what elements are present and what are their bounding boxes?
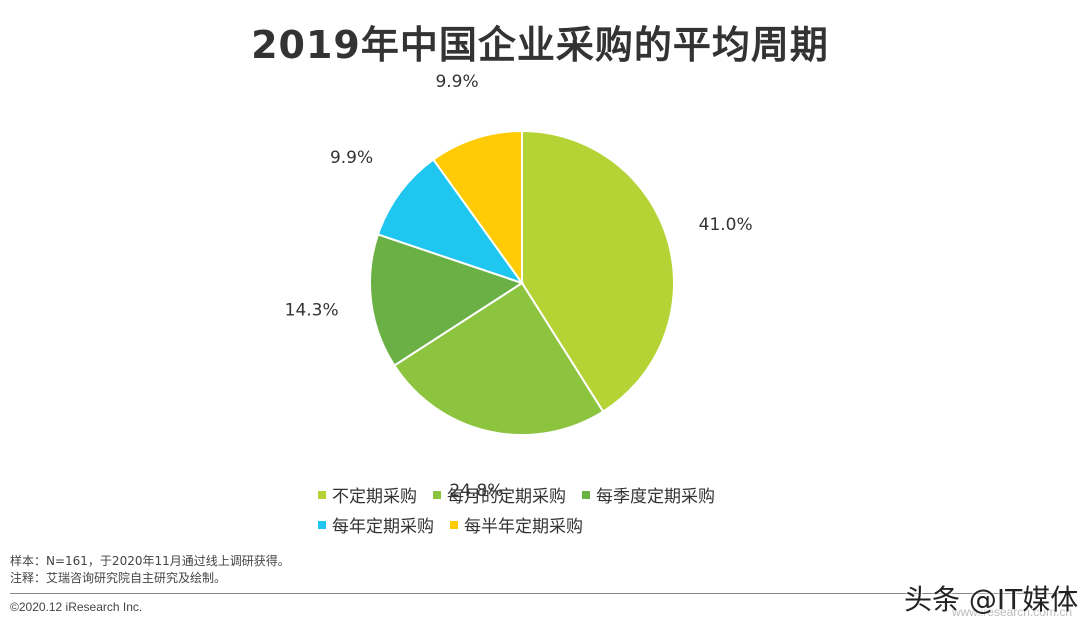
pie-data-label: 9.9% [330, 148, 373, 168]
pie-data-label: 9.9% [435, 72, 478, 92]
chart-title: 2019年中国企业采购的平均周期 [251, 23, 829, 67]
legend-swatch [582, 490, 590, 499]
pie-slice [431, 129, 523, 287]
legend-swatch [433, 490, 441, 499]
pie-data-label: 41.0% [699, 215, 753, 235]
legend-item: 每月的定期采购 [433, 482, 566, 507]
pie-slice [369, 233, 525, 367]
pie-slice [376, 158, 525, 285]
legend-item: 每年定期采购 [318, 512, 434, 537]
sample-note: 样本：N=161，于2020年11月通过线上调研获得。 [10, 554, 290, 568]
legend-row: 不定期采购 每月的定期采购 每季度定期采购 [318, 482, 731, 507]
legend-label: 每季度定期采购 [596, 487, 715, 507]
legend-label: 每半年定期采购 [464, 517, 583, 537]
legend-swatch [318, 520, 326, 529]
legend-swatch [450, 520, 458, 529]
legend-item: 不定期采购 [318, 482, 417, 507]
legend-item: 每半年定期采购 [450, 512, 583, 537]
pie-data-label: 14.3% [285, 300, 339, 320]
legend-label: 每年定期采购 [332, 517, 434, 537]
legend-swatch [318, 490, 326, 499]
footer-divider [10, 593, 1074, 594]
pie-slice [392, 281, 605, 436]
legend-label: 每月的定期采购 [447, 487, 566, 507]
copyright: ©2020.12 iResearch Inc. [10, 600, 143, 614]
legend-label: 不定期采购 [332, 487, 417, 507]
pie-data-label: 24.8% [449, 481, 503, 501]
watermark: 头条 @IT媒体 [904, 583, 1079, 616]
legend-row: 每年定期采购 每半年定期采购 [318, 512, 599, 537]
website-url: www.iresearch.com.cn [951, 605, 1072, 619]
source-note: 注释：艾瑞咨询研究院自主研究及绘制。 [10, 571, 227, 585]
legend-item: 每季度定期采购 [582, 482, 715, 507]
